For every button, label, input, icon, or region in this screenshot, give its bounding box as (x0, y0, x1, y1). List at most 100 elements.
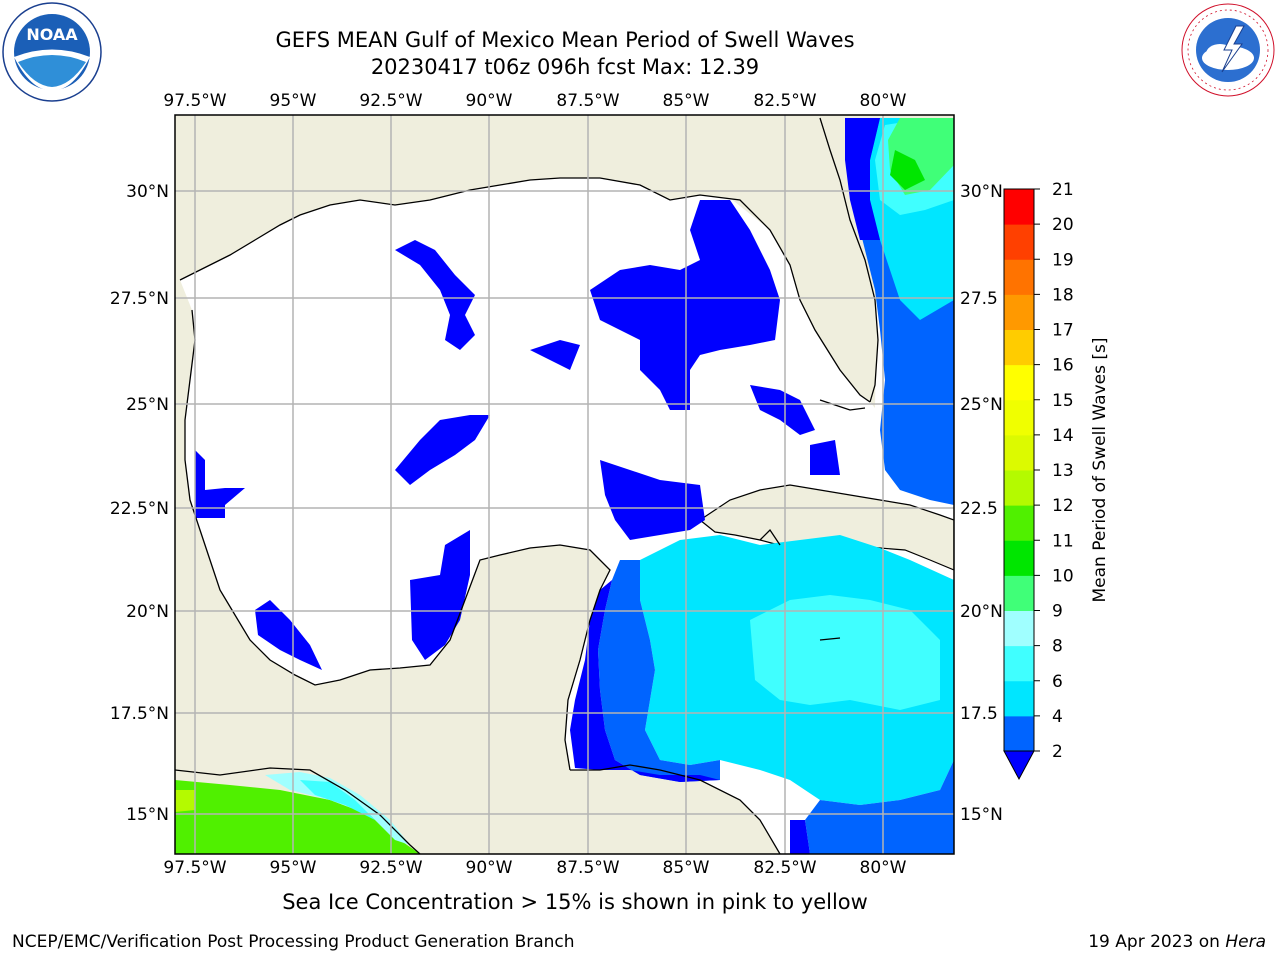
lat-label: 27.5°N (110, 289, 169, 309)
run-date-text: 19 Apr 2023 on (1088, 932, 1226, 952)
lat-label: 30°N (126, 182, 169, 202)
lat-label: 20°N (126, 602, 169, 622)
colorbar-segment (1004, 294, 1034, 330)
map-frame (174, 114, 955, 855)
lat-label: 22.5 (960, 499, 998, 519)
colorbar-segment (1004, 470, 1034, 506)
colorbar-tick-label: 11 (1052, 531, 1074, 551)
lon-labels-bottom: 97.5°W 95°W 92.5°W 90°W 87.5°W 85°W 82.5… (163, 858, 906, 878)
colorbar-tick-label: 15 (1052, 391, 1074, 411)
lon-label: 82.5°W (753, 858, 816, 878)
gulf-patch-southeast (750, 385, 815, 435)
colorbar-tick-label: 12 (1052, 496, 1074, 516)
colorbar-segment (1004, 434, 1034, 471)
pacific-period-10-11 (175, 780, 420, 854)
lat-labels-left: 30°N 27.5°N 25°N 22.5°N 20°N 17.5°N 15°N (110, 182, 169, 825)
gulf-patch-mexico (255, 600, 322, 670)
lon-label: 95°W (270, 91, 317, 111)
gulf-patch-center (530, 340, 580, 370)
chart-title: GEFS MEAN Gulf of Mexico Mean Period of … (275, 28, 855, 52)
cuba-landmass (698, 484, 954, 571)
lon-label: 80°W (860, 858, 907, 878)
lat-label: 22.5°N (110, 499, 169, 519)
lon-label: 87.5°W (556, 91, 619, 111)
colorbar-tick-label: 19 (1052, 250, 1074, 270)
colorbar-label: Mean Period of Swell Waves [s] (1090, 338, 1110, 603)
colorbar-tick-label: 14 (1052, 426, 1074, 446)
colorbar-tick-label: 9 (1052, 602, 1063, 622)
pacific-period-8-9 (265, 772, 410, 845)
lon-label: 87.5°W (556, 858, 619, 878)
credit-line: NCEP/EMC/Verification Post Processing Pr… (12, 932, 575, 952)
sea-ice-note: Sea Ice Concentration > 15% is shown in … (282, 890, 868, 914)
lon-label: 92.5°W (359, 91, 422, 111)
gulf-patch-sw (395, 415, 490, 485)
atlantic-period-10-11 (890, 150, 925, 190)
colorbar-tick-label: 8 (1052, 637, 1063, 657)
colorbar-extend-arrow (1003, 750, 1035, 781)
map-panel (175, 115, 954, 854)
gulf-patch-west (395, 240, 475, 350)
machine-name: Hera (1225, 932, 1266, 952)
atlantic-low (845, 118, 880, 240)
colorbar-tick-label: 4 (1052, 707, 1063, 727)
colorbar-tick-label: 17 (1052, 321, 1074, 341)
cuba-north-band (600, 460, 705, 540)
colorbar-tick-label: 6 (1052, 672, 1063, 692)
colorbar-segment (1004, 540, 1034, 576)
lat-label: 30°N (960, 182, 1003, 202)
gulf-patch-keys (810, 440, 840, 475)
colorbar-tick-label: 13 (1052, 461, 1074, 481)
pacific-period-11-12 (175, 790, 195, 812)
lon-label: 85°W (663, 91, 710, 111)
lat-label: 15°N (960, 805, 1003, 825)
colorbar-segment (1004, 715, 1034, 752)
colorbar-segment (1004, 224, 1034, 260)
noaa-logo: NOAA (2, 2, 102, 102)
colorbar-segment (1004, 575, 1034, 611)
colorbar-tick-label: 21 (1052, 180, 1074, 200)
colorbar-segment (1004, 329, 1034, 366)
colorbar-segment (1004, 364, 1034, 401)
colorbar-segment (1004, 610, 1034, 647)
colorbar-segment (1004, 645, 1034, 682)
lat-label: 17.5 (960, 704, 998, 724)
caribbean-period-6-8 (750, 595, 940, 710)
gulf-patch-texas (195, 450, 245, 518)
gulf-patch-east (590, 200, 780, 410)
lon-labels-top: 97.5°W 95°W 92.5°W 90°W 87.5°W 85°W 82.5… (163, 91, 906, 111)
noaa-logo-text: NOAA (26, 25, 78, 44)
lon-label: 82.5°W (753, 91, 816, 111)
lon-label: 80°W (860, 91, 907, 111)
lon-label: 97.5°W (163, 91, 226, 111)
lat-label: 15°N (126, 805, 169, 825)
lon-label: 97.5°W (163, 858, 226, 878)
caribbean-low (570, 580, 720, 782)
colorbar-segment (1004, 505, 1034, 541)
colorbar-tick-label: 10 (1052, 566, 1074, 586)
colorbar-tick-label: 18 (1052, 285, 1074, 305)
colorbar-segment (1004, 259, 1034, 295)
lat-label: 25°N (960, 395, 1003, 415)
lon-label: 95°W (270, 858, 317, 878)
colorbar-segment (1004, 680, 1034, 717)
lon-label: 92.5°W (359, 858, 422, 878)
lat-label: 17.5°N (110, 704, 169, 724)
south-caribbean-low (790, 820, 810, 854)
lat-label: 20°N (960, 602, 1003, 622)
lon-label: 90°W (466, 858, 513, 878)
run-date: 19 Apr 2023 on Hera (1088, 932, 1266, 952)
gridlines (175, 115, 954, 854)
colorbar-tick-label: 20 (1052, 215, 1074, 235)
colorbar-segment (1004, 399, 1034, 436)
lon-label: 85°W (663, 858, 710, 878)
chart-subtitle: 20230417 t06z 096h fcst Max: 12.39 (370, 55, 760, 79)
lon-label: 90°W (466, 91, 513, 111)
florida-landmass (700, 118, 878, 402)
nws-logo (1181, 3, 1275, 97)
colorbar-segment (1004, 189, 1034, 225)
coastlines (175, 117, 879, 854)
colorbar: 2 4 6 8 9 10 11 12 13 14 15 16 17 18 19 20 21 (1003, 180, 1074, 781)
colorbar-tick-label: 16 (1052, 356, 1074, 376)
